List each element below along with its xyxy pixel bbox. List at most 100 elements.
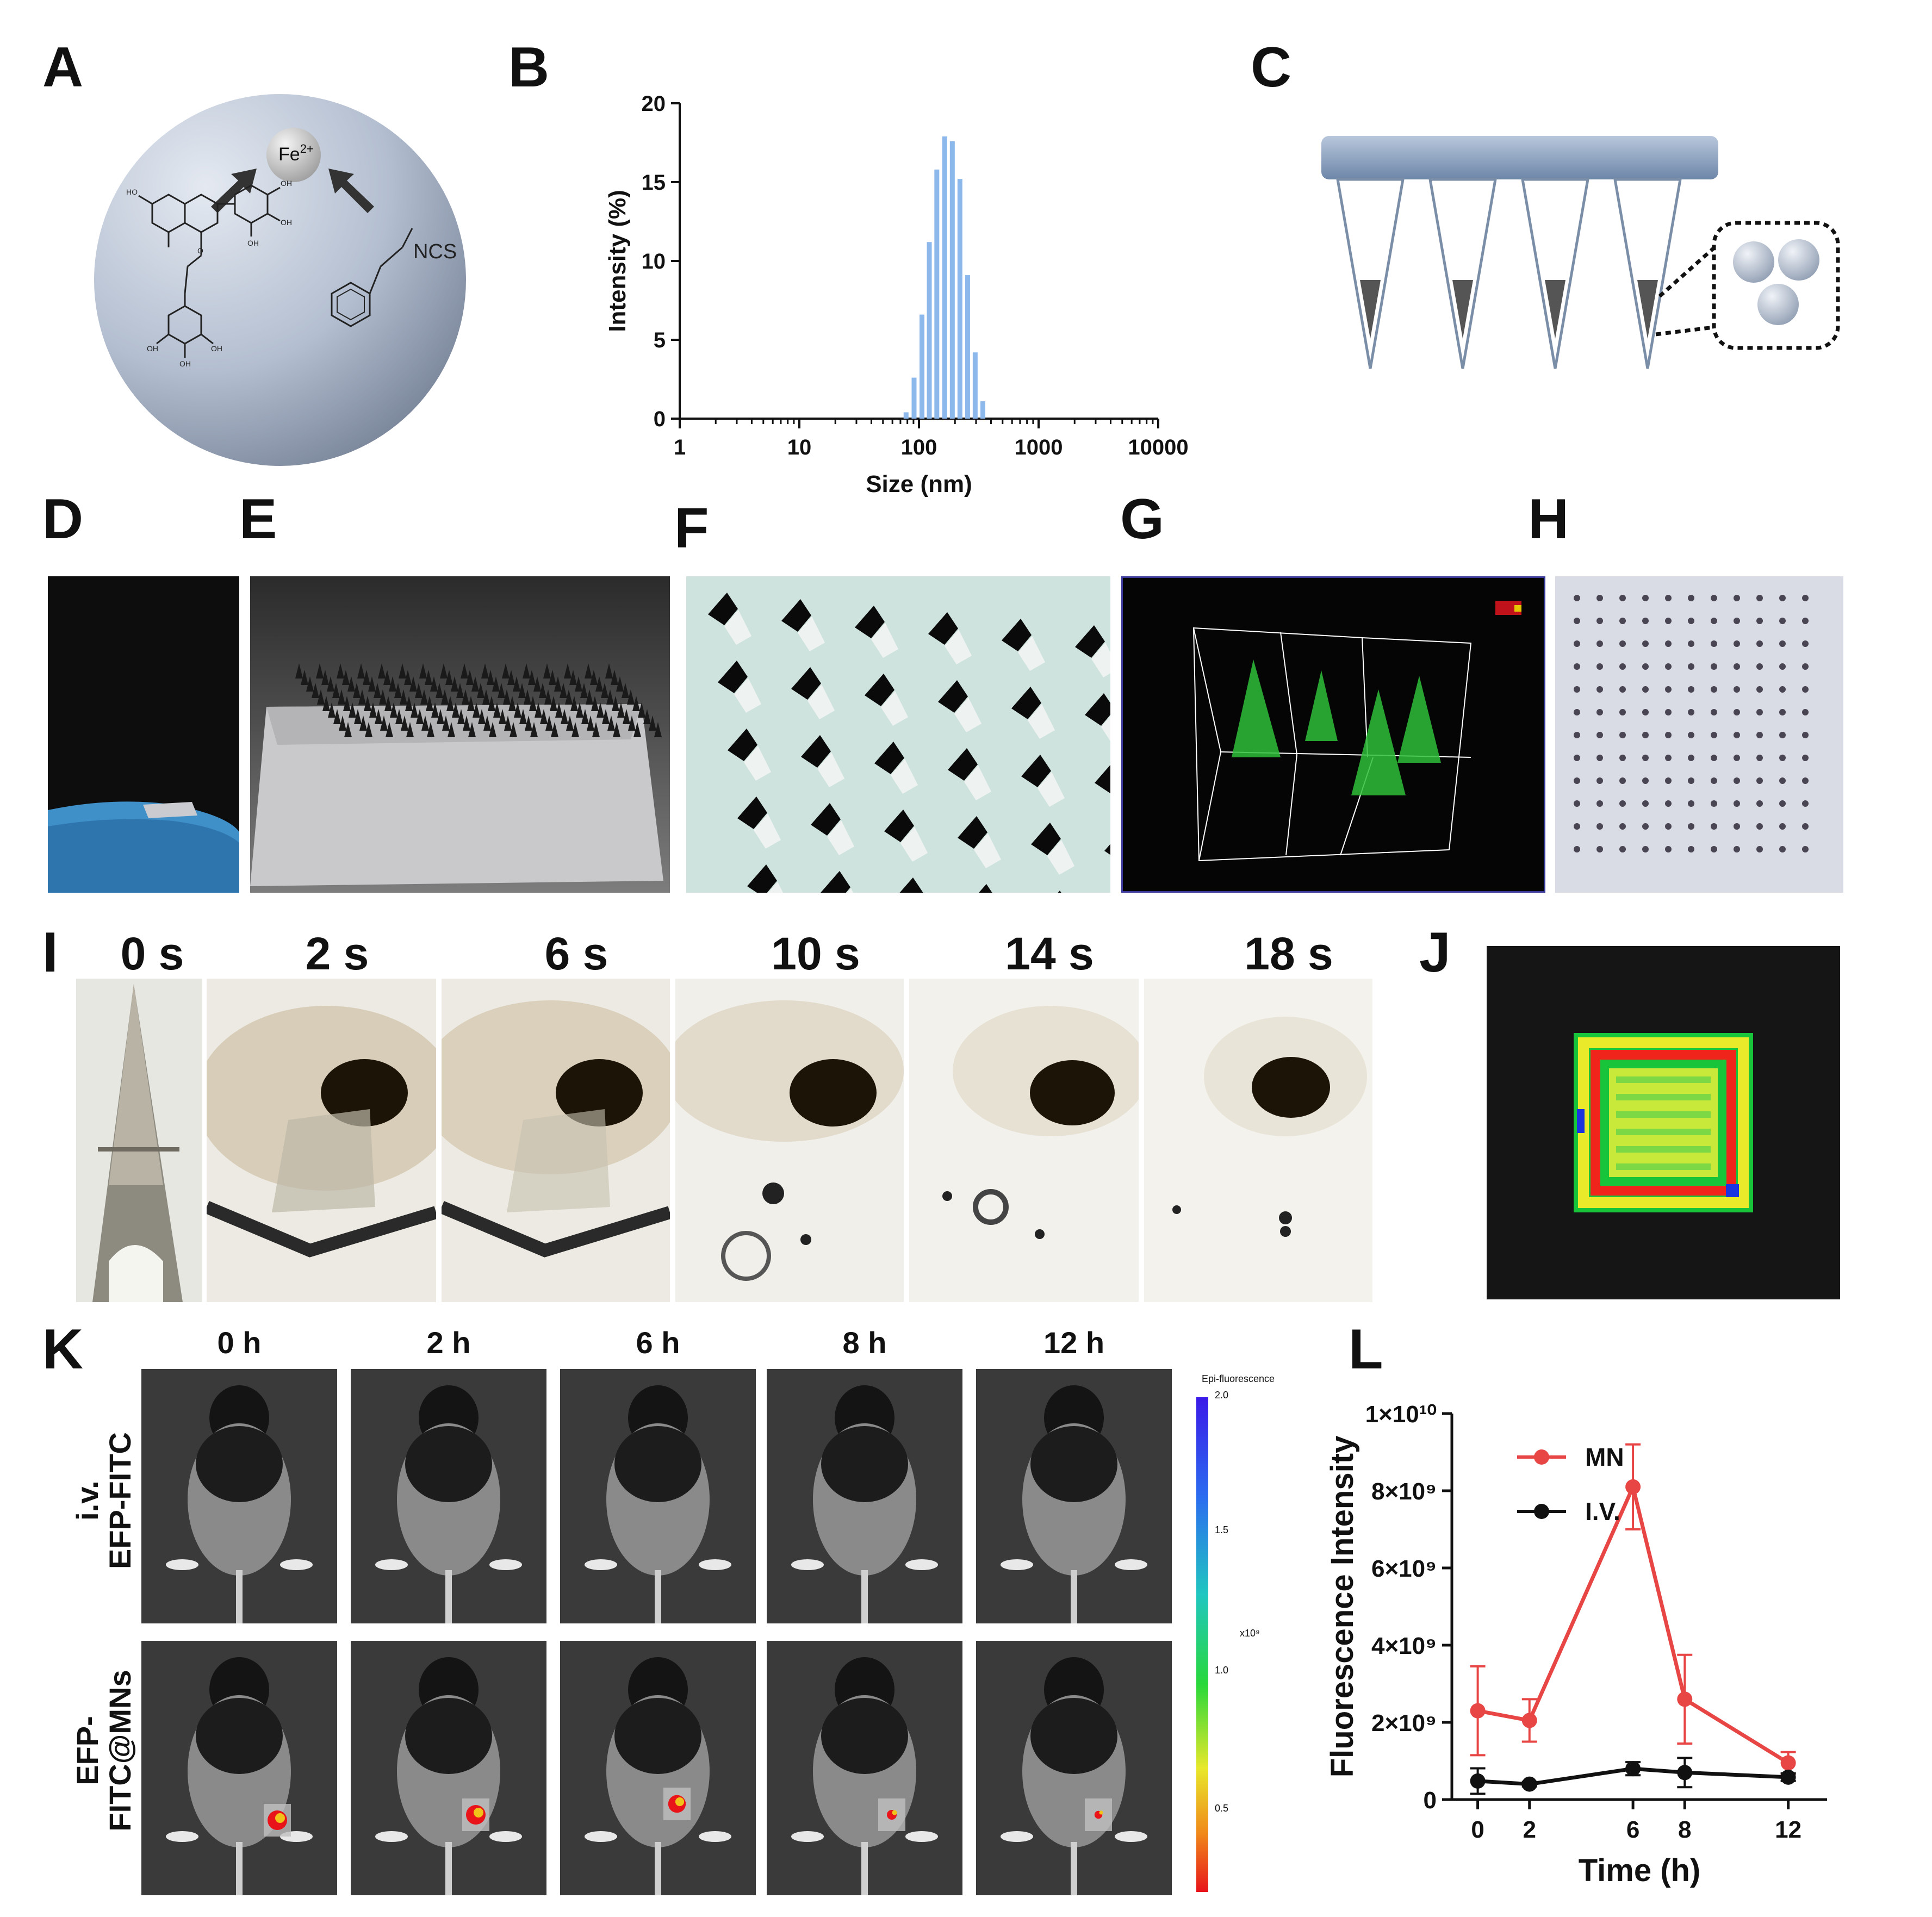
time-label-0s: 0 s bbox=[120, 928, 184, 979]
insertion-mark bbox=[1642, 732, 1649, 738]
needle-tip bbox=[404, 670, 412, 685]
insertion-mark bbox=[1756, 823, 1763, 830]
insertion-mark bbox=[1574, 755, 1580, 761]
green-needle-4 bbox=[1397, 676, 1441, 763]
insertion-mark bbox=[1779, 800, 1786, 807]
insertion-mark bbox=[1779, 595, 1786, 601]
needle-tip bbox=[328, 702, 336, 718]
insertion-mark bbox=[1665, 686, 1672, 693]
needle-cavity bbox=[821, 871, 850, 893]
needle-tip bbox=[463, 715, 470, 731]
mouse-tail bbox=[655, 1842, 661, 1895]
needle-tip bbox=[551, 722, 558, 737]
mouse-image-mn-2h bbox=[351, 1641, 546, 1895]
photo-i-10s bbox=[675, 979, 904, 1302]
needle-tip bbox=[426, 696, 433, 711]
y-tick-label: 15 bbox=[642, 171, 666, 195]
insertion-mark bbox=[1688, 640, 1694, 647]
insertion-mark bbox=[1642, 800, 1649, 807]
insertion-mark bbox=[1734, 800, 1740, 807]
photo-i-2s bbox=[207, 979, 436, 1302]
green-needle-1 bbox=[1232, 659, 1281, 757]
needle-tip bbox=[601, 683, 608, 698]
mouse-image-mn-0h bbox=[141, 1641, 337, 1895]
needle-body bbox=[827, 820, 854, 855]
data-point bbox=[1780, 1769, 1796, 1785]
insertion-mark bbox=[1734, 823, 1740, 830]
needle-tip bbox=[339, 715, 346, 731]
insertion-mark bbox=[1711, 686, 1717, 693]
mouse-paw bbox=[905, 1831, 938, 1842]
needle-tip bbox=[456, 683, 464, 698]
mouse-paw bbox=[166, 1559, 198, 1570]
needle-body bbox=[900, 827, 928, 862]
needle-tip bbox=[632, 696, 640, 711]
needle-tip bbox=[390, 702, 397, 718]
photo-d-microneedle-on-finger bbox=[48, 576, 239, 893]
size-bar bbox=[949, 141, 955, 419]
needle-tip bbox=[461, 663, 468, 679]
needle-tip bbox=[363, 670, 370, 685]
y-tick-label: 0 bbox=[654, 407, 666, 431]
oh-label-6: OH bbox=[179, 359, 191, 368]
needle-tip bbox=[554, 676, 562, 692]
needle-tip bbox=[316, 663, 324, 679]
insertion-mark bbox=[1779, 618, 1786, 624]
needle-cavity bbox=[874, 742, 904, 774]
needle-tip bbox=[400, 689, 407, 705]
needle-tip bbox=[654, 722, 662, 737]
needle-cavity bbox=[884, 810, 914, 842]
insertion-mark bbox=[1574, 800, 1580, 807]
needle-tip bbox=[368, 676, 376, 692]
needle-tip bbox=[406, 722, 414, 737]
needle-tip bbox=[342, 670, 350, 685]
k-time-2h: 2 h bbox=[426, 1325, 471, 1360]
needle-tip bbox=[623, 709, 630, 724]
time-label-14s: 14 s bbox=[1005, 928, 1094, 979]
insertion-mark bbox=[1642, 686, 1649, 693]
y-tick-label: 8×10⁹ bbox=[1371, 1478, 1437, 1505]
mouse-tail bbox=[861, 1842, 868, 1895]
insertion-mark bbox=[1802, 846, 1809, 852]
data-point bbox=[1677, 1765, 1693, 1781]
insertion-mark bbox=[1665, 823, 1672, 830]
colorbar-tick-1-0: 1.0 bbox=[1215, 1665, 1228, 1676]
mouse-paw bbox=[280, 1559, 313, 1570]
time-label-6s: 6 s bbox=[544, 928, 608, 979]
colorbar-tick-1-5: 1.5 bbox=[1215, 1524, 1228, 1535]
needle-tip bbox=[525, 715, 532, 731]
needle-body bbox=[974, 833, 1001, 868]
needle-tip bbox=[445, 670, 453, 685]
needle-tip bbox=[440, 663, 448, 679]
needle-tip bbox=[507, 670, 515, 685]
insertion-mark bbox=[1756, 663, 1763, 670]
panel-label-h: H bbox=[1528, 488, 1569, 551]
needle-cavity bbox=[865, 674, 894, 706]
insertion-mark bbox=[1619, 732, 1626, 738]
insertion-mark bbox=[1642, 595, 1649, 601]
needle-tip bbox=[605, 663, 613, 679]
mouse-paw bbox=[1115, 1559, 1147, 1570]
needle-tip bbox=[399, 663, 406, 679]
needle-tip bbox=[430, 676, 438, 692]
insertion-mark bbox=[1665, 800, 1672, 807]
needle-tip bbox=[358, 689, 366, 705]
insertion-mark bbox=[1711, 595, 1717, 601]
needle-tip bbox=[643, 709, 651, 724]
green-needle-2 bbox=[1305, 670, 1338, 741]
needle-tip bbox=[633, 722, 641, 737]
needle-tip bbox=[571, 722, 579, 737]
needle-body bbox=[964, 765, 991, 800]
panel-label-f: F bbox=[674, 497, 709, 560]
mouse-image-mn-6h bbox=[560, 1641, 756, 1895]
needle-tip bbox=[539, 683, 546, 698]
insertion-mark bbox=[1688, 663, 1694, 670]
insertion-mark bbox=[1596, 640, 1603, 647]
fluorescence-time-chart: 0 2×10⁹ 4×10⁹ 6×10⁹ 8×10⁹ 1×10¹⁰ 0 2 6 8 12 MN I.V. T… bbox=[1325, 1403, 1827, 1888]
y-tick-label: 0 bbox=[1424, 1787, 1437, 1814]
needle-tip bbox=[386, 722, 393, 737]
needle-cavity bbox=[855, 606, 885, 638]
data-point bbox=[1780, 1755, 1796, 1771]
needle-tip bbox=[581, 709, 589, 724]
insertion-mark bbox=[1802, 755, 1809, 761]
